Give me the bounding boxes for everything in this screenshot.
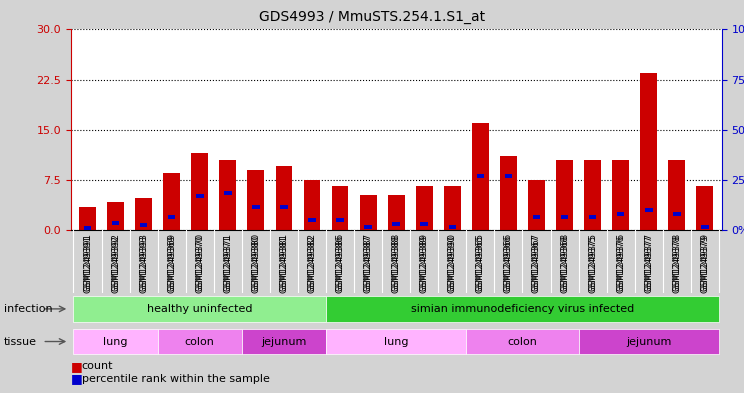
Bar [252,205,260,209]
Text: simian immunodeficiency virus infected: simian immunodeficiency virus infected [411,304,634,314]
Text: GSM1249371: GSM1249371 [223,235,232,293]
Bar [365,225,372,229]
Text: lung: lung [384,336,408,347]
Bar [392,222,400,226]
Bar [191,153,208,230]
Text: ■: ■ [71,372,83,386]
Text: count: count [82,361,113,371]
FancyBboxPatch shape [74,329,158,354]
FancyBboxPatch shape [74,296,326,322]
Bar [444,186,461,230]
Bar [336,218,344,222]
Text: GSM1249375: GSM1249375 [588,235,597,293]
Text: GSM1249370: GSM1249370 [195,235,205,293]
Bar [135,198,152,230]
Bar [219,160,237,230]
Text: GSM1249393: GSM1249393 [139,235,148,293]
FancyBboxPatch shape [326,296,719,322]
Text: GSM1249377: GSM1249377 [644,235,653,293]
Bar [107,202,124,230]
Text: GSM1249390: GSM1249390 [448,235,457,293]
Bar [112,221,119,225]
Bar [224,191,231,195]
Bar [308,218,315,222]
Bar [701,225,708,229]
Bar [168,215,176,219]
Bar [449,225,456,229]
Bar [388,195,405,230]
Text: jejunum: jejunum [261,336,307,347]
Bar [696,186,713,230]
Text: healthy uninfected: healthy uninfected [147,304,252,314]
Bar [477,174,484,178]
Bar [668,160,685,230]
Bar [673,212,681,216]
Text: GSM1249376: GSM1249376 [616,235,625,293]
Text: colon: colon [185,336,215,347]
Bar [84,226,92,230]
Bar [500,156,517,230]
Text: GSM1249368: GSM1249368 [560,235,569,293]
Bar [528,180,545,230]
Bar [416,186,433,230]
Text: lung: lung [103,336,128,347]
Text: GSM1249387: GSM1249387 [364,235,373,293]
Text: GDS4993 / MmuSTS.254.1.S1_at: GDS4993 / MmuSTS.254.1.S1_at [259,10,485,24]
Text: GSM1249392: GSM1249392 [111,235,120,293]
Text: GSM1249380: GSM1249380 [251,235,260,293]
Bar [140,223,147,227]
Bar [248,170,264,230]
Bar [280,205,288,209]
Bar [420,222,428,226]
Text: GSM1249381: GSM1249381 [280,235,289,293]
Bar [561,215,568,219]
Text: GSM1249367: GSM1249367 [532,235,541,293]
Text: colon: colon [507,336,537,347]
Bar [304,180,321,230]
Bar [556,160,573,230]
Text: infection: infection [4,304,52,314]
FancyBboxPatch shape [158,329,242,354]
Bar [275,166,292,230]
Text: GSM1249379: GSM1249379 [700,235,709,293]
Text: GSM1249386: GSM1249386 [336,235,344,293]
Bar [641,73,657,230]
Bar [589,215,597,219]
Text: percentile rank within the sample: percentile rank within the sample [82,374,270,384]
Bar [359,195,376,230]
Bar [504,174,512,178]
Text: GSM1249382: GSM1249382 [307,235,316,293]
Text: ■: ■ [71,360,83,373]
Text: GSM1249365: GSM1249365 [476,235,485,293]
Text: GSM1249389: GSM1249389 [420,235,429,293]
Bar [79,206,96,230]
Bar [472,123,489,230]
Bar [533,215,540,219]
Bar [584,160,601,230]
Text: tissue: tissue [4,336,36,347]
Text: GSM1249369: GSM1249369 [167,235,176,293]
Text: jejunum: jejunum [626,336,671,347]
Text: GSM1249388: GSM1249388 [391,235,401,293]
FancyBboxPatch shape [242,329,326,354]
Text: GSM1249391: GSM1249391 [83,235,92,293]
FancyBboxPatch shape [326,329,466,354]
Bar [332,186,348,230]
Text: GSM1249378: GSM1249378 [673,235,682,293]
FancyBboxPatch shape [466,329,579,354]
Bar [612,160,629,230]
Bar [163,173,180,230]
FancyBboxPatch shape [579,329,719,354]
Bar [645,208,652,212]
Text: GSM1249366: GSM1249366 [504,235,513,293]
Bar [617,212,624,216]
Bar [196,194,204,198]
